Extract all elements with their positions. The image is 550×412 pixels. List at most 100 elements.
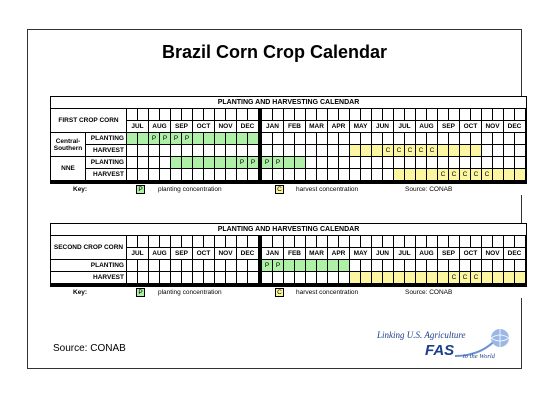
calendar-cell xyxy=(193,145,203,156)
month-header: JAN xyxy=(262,121,283,132)
second-crop-calendar: PLANTING AND HARVESTING CALENDAR SECOND C… xyxy=(50,223,527,298)
calendar-cell xyxy=(460,133,470,144)
month-spacer xyxy=(262,109,272,120)
month-header: AUG xyxy=(416,248,437,259)
calendar-cell xyxy=(171,260,181,271)
calendar-cell xyxy=(237,260,247,271)
month-spacer xyxy=(248,236,258,247)
month-spacer xyxy=(193,236,203,247)
month-spacer xyxy=(127,236,137,247)
calendar-cell xyxy=(237,145,247,156)
calendar-header: PLANTING AND HARVESTING CALENDAR xyxy=(51,224,526,235)
month-header: JUL xyxy=(394,121,415,132)
month-spacer xyxy=(193,109,203,120)
planting-mark: P xyxy=(160,133,170,144)
calendar-cell xyxy=(306,133,316,144)
calendar-cell xyxy=(361,157,371,168)
calendar-cell xyxy=(306,260,316,271)
month-spacer xyxy=(328,236,338,247)
month-header: MAY xyxy=(350,248,371,259)
month-header: FEB xyxy=(284,121,305,132)
calendar-cell xyxy=(248,169,258,180)
key-planting-text: planting concentration xyxy=(156,287,246,298)
calendar-cell xyxy=(394,169,404,180)
month-header: APR xyxy=(328,121,349,132)
calendar-cell xyxy=(138,169,148,180)
calendar-cell xyxy=(127,260,137,271)
planting-mark: P xyxy=(171,133,181,144)
planting-mark: P xyxy=(262,157,272,168)
month-spacer xyxy=(361,109,371,120)
month-spacer xyxy=(405,109,415,120)
month-header: DEC xyxy=(237,248,258,259)
calendar-cell xyxy=(361,260,371,271)
calendar-cell xyxy=(438,260,448,271)
calendar-cell xyxy=(339,169,349,180)
month-header: AUG xyxy=(149,248,170,259)
month-spacer xyxy=(504,236,514,247)
calendar-cell xyxy=(383,169,393,180)
calendar-cell xyxy=(248,145,258,156)
month-spacer xyxy=(361,236,371,247)
key-planting-swatch: P xyxy=(136,288,145,297)
month-spacer xyxy=(427,109,437,120)
calendar-cell xyxy=(317,272,327,283)
month-spacer xyxy=(471,236,481,247)
month-header: NOV xyxy=(215,248,236,259)
harvest-mark: C xyxy=(449,169,459,180)
region-label: Central- Southern xyxy=(51,133,85,156)
calendar-cell xyxy=(193,260,203,271)
month-spacer xyxy=(449,236,459,247)
calendar-cell xyxy=(372,145,382,156)
month-spacer xyxy=(482,109,492,120)
calendar-cell xyxy=(127,272,137,283)
month-header: MAY xyxy=(350,121,371,132)
month-header: NOV xyxy=(482,121,503,132)
calendar-cell xyxy=(350,169,360,180)
source-note: Source: CONAB xyxy=(53,343,126,354)
calendar-cell xyxy=(182,169,192,180)
calendar-cell xyxy=(295,145,305,156)
planting-mark: P xyxy=(248,157,258,168)
month-spacer xyxy=(182,236,192,247)
fas-logo: Linking U.S. Agriculture FAS to the Worl… xyxy=(376,329,510,360)
calendar-cell xyxy=(284,260,294,271)
calendar-cell xyxy=(515,260,525,271)
page-title: Brazil Corn Crop Calendar xyxy=(161,42,388,62)
crop-label: FIRST CROP CORN xyxy=(51,109,126,132)
calendar-cell xyxy=(317,157,327,168)
month-spacer xyxy=(449,109,459,120)
row-label: PLANTING xyxy=(51,260,126,271)
calendar-cell xyxy=(515,133,525,144)
calendar-cell xyxy=(394,157,404,168)
calendar-cell xyxy=(471,157,481,168)
calendar-cell xyxy=(515,145,525,156)
calendar-cell xyxy=(350,145,360,156)
harvest-mark: C xyxy=(383,145,393,156)
month-spacer xyxy=(515,109,525,120)
planting-mark: P xyxy=(182,133,192,144)
calendar-cell xyxy=(193,272,203,283)
month-spacer xyxy=(160,236,170,247)
calendar-cell xyxy=(504,157,514,168)
month-spacer xyxy=(416,109,426,120)
calendar-cell xyxy=(204,260,214,271)
harvest-mark: C xyxy=(471,272,481,283)
calendar-cell xyxy=(372,272,382,283)
calendar-cell xyxy=(317,145,327,156)
calendar-cell xyxy=(262,169,272,180)
calendar-cell xyxy=(328,133,338,144)
calendar-cell xyxy=(193,133,203,144)
month-spacer xyxy=(372,109,382,120)
calendar-cell xyxy=(284,169,294,180)
month-header: AUG xyxy=(149,121,170,132)
crop-label: SECOND CROP CORN xyxy=(51,236,126,259)
calendar-cell xyxy=(215,145,225,156)
calendar-cell xyxy=(160,157,170,168)
month-header: NOV xyxy=(215,121,236,132)
calendar-cell xyxy=(515,157,525,168)
calendar-cell xyxy=(160,169,170,180)
month-header: OCT xyxy=(460,121,481,132)
calendar-cell xyxy=(182,157,192,168)
calendar-cell xyxy=(482,145,492,156)
